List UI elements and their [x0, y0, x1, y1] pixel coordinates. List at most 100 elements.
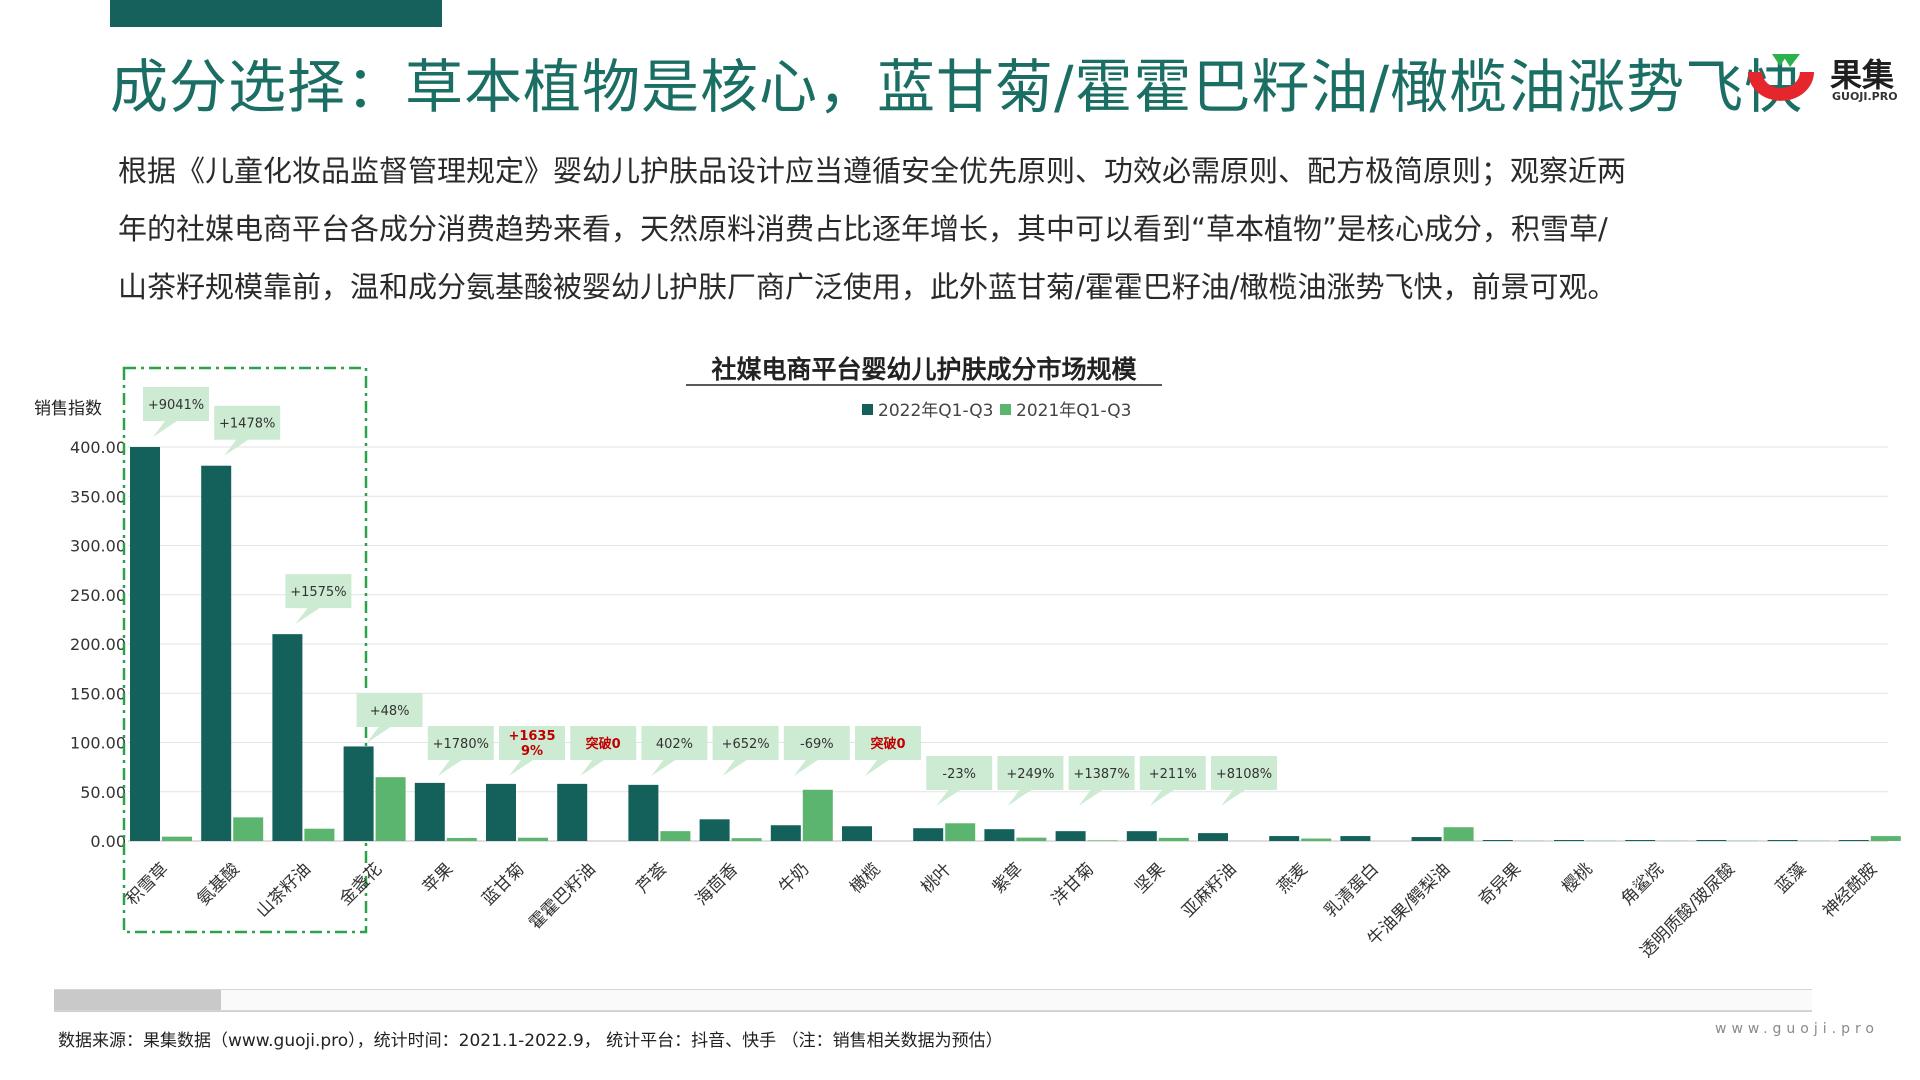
legend-label: 2022年Q1-Q3 — [878, 401, 993, 421]
growth-label: +1780% — [433, 737, 489, 752]
growth-callout — [499, 726, 565, 776]
bar-2022 — [1198, 833, 1228, 841]
x-tick-label: 洋甘菊 — [1048, 859, 1098, 909]
x-tick-label: 紫草 — [989, 859, 1027, 897]
x-tick-label: 金盏花 — [336, 859, 386, 909]
growth-callout — [1068, 756, 1135, 806]
x-tick-label: 牛奶 — [775, 859, 813, 897]
x-tick-label: 坚果 — [1131, 859, 1169, 897]
growth-callout — [1139, 756, 1206, 806]
bar-2022 — [201, 465, 232, 841]
bar-2022 — [1126, 831, 1157, 841]
bar-2022 — [628, 784, 659, 841]
growth-label: 9% — [521, 744, 543, 759]
intro-paragraph: 根据《儿童化妆品监督管理规定》婴幼儿护肤品设计应当遵循安全优先原则、功效必需原则… — [118, 142, 1808, 316]
site-url: www.guoji.pro — [1715, 1021, 1879, 1037]
bar-2021 — [660, 831, 691, 841]
growth-label: +211% — [1149, 767, 1197, 782]
data-source-note: 数据来源：果集数据（www.guoji.pro），统计时间：2021.1-202… — [58, 1031, 1003, 1051]
growth-callout — [356, 693, 423, 743]
growth-label: +48% — [370, 704, 410, 719]
growth-callout — [427, 726, 494, 776]
intro-line: 山茶籽规模靠前，温和成分氨基酸被婴幼儿护肤厂商广泛使用，此外蓝甘菊/霍霍巴籽油/… — [118, 270, 1617, 304]
x-tick-label: 神经酰胺 — [1819, 859, 1881, 921]
legend-swatch — [1000, 404, 1011, 415]
x-tick-label: 亚麻籽油 — [1178, 859, 1240, 921]
x-tick-label: 积雪草 — [122, 859, 172, 909]
growth-callout — [570, 726, 637, 776]
y-tick-label: 300.00 — [70, 537, 126, 556]
bar-2022 — [770, 825, 801, 841]
bar-2022 — [414, 782, 445, 841]
scrollbar-thumb[interactable] — [54, 990, 221, 1010]
x-tick-label: 氨基酸 — [194, 859, 244, 909]
intro-line: 根据《儿童化妆品监督管理规定》婴幼儿护肤品设计应当遵循安全优先原则、功效必需原则… — [118, 154, 1627, 188]
growth-callout — [641, 726, 708, 776]
growth-callout — [926, 756, 993, 806]
growth-callout — [143, 387, 209, 437]
top-accent-bar — [110, 0, 442, 27]
growth-callout — [214, 405, 281, 456]
bar-2021 — [945, 823, 976, 841]
growth-callout — [997, 756, 1064, 806]
bar-2022 — [130, 447, 160, 841]
bar-2022 — [1055, 831, 1086, 841]
growth-label: -69% — [800, 737, 834, 752]
x-tick-label: 蓝藻 — [1772, 859, 1810, 897]
growth-label: +652% — [722, 737, 770, 752]
x-tick-label: 山茶籽油 — [253, 859, 315, 921]
bar-2021 — [375, 777, 406, 841]
bar-2022 — [842, 826, 872, 841]
bar-2021 — [162, 836, 192, 841]
bar-2022 — [1269, 836, 1300, 841]
growth-label: +8108% — [1216, 767, 1272, 782]
bar-2022 — [1411, 837, 1442, 841]
y-tick-label: 100.00 — [70, 734, 126, 753]
x-tick-label: 乳清蛋白 — [1321, 859, 1383, 921]
growth-label: +249% — [1006, 767, 1054, 782]
growth-label: 突破0 — [870, 736, 905, 752]
bar-2022 — [1625, 840, 1656, 841]
x-tick-label: 角鲨烷 — [1618, 859, 1668, 909]
bar-2021 — [446, 837, 477, 841]
growth-label: 突破0 — [586, 736, 621, 752]
bar-2022 — [486, 783, 516, 841]
highlight-box — [122, 366, 368, 934]
bar-2022 — [1340, 836, 1371, 841]
x-tick-label: 芦荟 — [633, 859, 671, 897]
x-tick-label: 燕麦 — [1274, 859, 1312, 897]
growth-callout — [783, 726, 850, 776]
bar-2022 — [913, 828, 944, 841]
bar-2022 — [984, 829, 1015, 841]
brand-logo: 果集 GUOJI.PRO — [1742, 50, 1902, 110]
bar-2021 — [518, 837, 548, 841]
x-tick-label: 樱桃 — [1558, 859, 1596, 897]
growth-callout — [1211, 756, 1277, 806]
y-axis-label: 销售指数 — [34, 399, 102, 419]
x-tick-label: 苹果 — [419, 859, 457, 897]
scrollbar-track[interactable] — [54, 989, 1812, 1011]
x-tick-label: 橄榄 — [846, 859, 884, 897]
y-tick-label: 350.00 — [70, 487, 126, 506]
growth-label: +1387% — [1073, 767, 1129, 782]
logo-text-cn: 果集 — [1830, 56, 1895, 94]
growth-label: +1575% — [290, 585, 346, 600]
growth-label: +9041% — [148, 398, 204, 413]
legend-swatch — [862, 404, 873, 415]
growth-label: 402% — [656, 737, 693, 752]
y-tick-label: 0.00 — [90, 832, 126, 851]
bar-2021 — [802, 789, 833, 841]
y-tick-label: 150.00 — [70, 684, 126, 703]
logo-text-en: GUOJI.PRO — [1832, 90, 1898, 103]
bar-2022 — [1838, 840, 1869, 841]
bar-2022 — [1554, 840, 1584, 841]
growth-callout — [855, 726, 921, 776]
bar-2021 — [233, 817, 264, 841]
bar-2022 — [699, 819, 730, 841]
bar-2021 — [1301, 838, 1332, 841]
y-tick-label: 250.00 — [70, 586, 126, 605]
bar-2021 — [1016, 837, 1047, 841]
guoji-logo-icon — [1748, 54, 1814, 101]
chart-scrollbar[interactable] — [54, 989, 1812, 1011]
